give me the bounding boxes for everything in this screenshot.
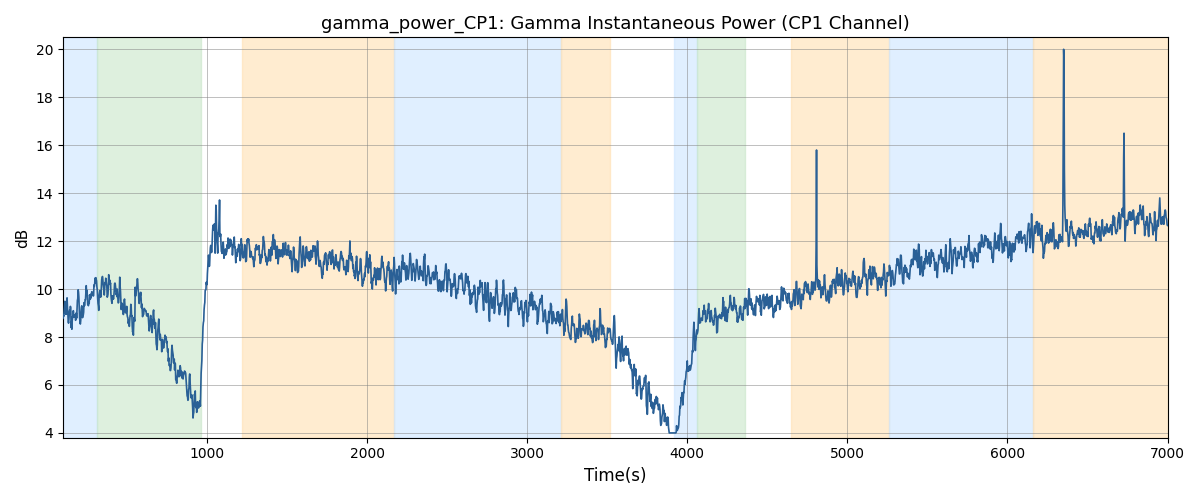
Bar [697,38,745,438]
Bar [242,38,395,438]
Bar [97,38,200,438]
Bar [889,38,1033,438]
Y-axis label: dB: dB [16,228,30,248]
Bar [395,38,560,438]
X-axis label: Time(s): Time(s) [584,467,647,485]
Bar [560,38,611,438]
Bar [791,38,889,438]
Bar [674,38,697,438]
Bar [64,38,97,438]
Bar [1033,38,1176,438]
Title: gamma_power_CP1: Gamma Instantaneous Power (CP1 Channel): gamma_power_CP1: Gamma Instantaneous Pow… [320,15,910,34]
